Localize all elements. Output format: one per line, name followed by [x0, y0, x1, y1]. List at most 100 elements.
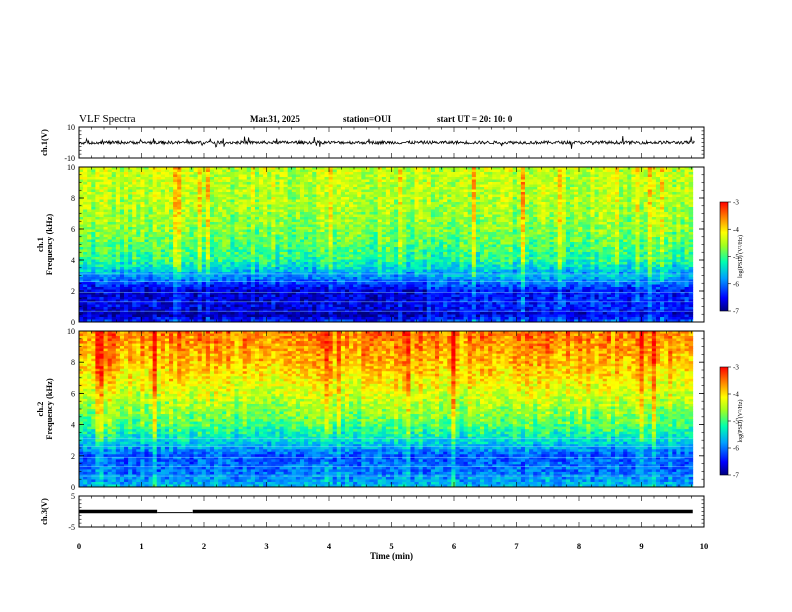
spectrogram-cell [152, 239, 158, 243]
spectrogram-cell [349, 192, 354, 195]
spectrogram-cell [578, 167, 583, 170]
spectrogram-cell [631, 189, 636, 193]
spectrogram-cell [316, 192, 321, 195]
spectrogram-cell [619, 192, 624, 195]
spectrogram-cell [434, 199, 440, 203]
spectrogram-cell [479, 169, 485, 173]
spectrogram-cell [430, 237, 436, 240]
spectrogram-cell [124, 167, 129, 170]
spectrogram-cell [524, 184, 530, 188]
spectrogram-cell [295, 199, 301, 203]
spectrogram-cell [201, 219, 207, 223]
spectrogram-cell [209, 204, 215, 208]
spectrogram-cell [561, 179, 567, 183]
spectrogram-cell [643, 212, 649, 215]
spectrogram-cell [606, 212, 612, 215]
spectrogram-cell [647, 179, 653, 183]
spectrogram-cell [606, 189, 612, 193]
spectrogram-cell [308, 204, 313, 208]
spectrogram-cell [398, 237, 403, 240]
spectrogram-cell [574, 182, 579, 185]
spectrogram-cell [410, 197, 415, 200]
spectrogram-cell [324, 172, 329, 175]
spectrogram-cell [418, 184, 424, 188]
spectrogram-cell [615, 237, 620, 240]
spectrogram-cell [169, 237, 174, 240]
spectrogram-cell [291, 189, 297, 193]
spectrogram-cell [377, 224, 383, 228]
spectrogram-cell [353, 247, 358, 250]
spectrogram-cell [590, 229, 595, 233]
spectrogram-cell [655, 232, 661, 235]
spectrogram-cell [668, 234, 673, 238]
spectrogram-cell [484, 232, 489, 235]
spectrogram-cell [324, 237, 329, 240]
spectrogram-cell [451, 209, 456, 213]
spectrogram-cell [222, 184, 227, 188]
spectrogram-cell [504, 244, 510, 248]
spectrogram-cell [561, 177, 567, 180]
spectrogram-cell [582, 174, 587, 178]
spectrogram-cell [95, 189, 100, 193]
spectrogram-cell [586, 184, 591, 188]
spectrogram-cell [209, 214, 215, 218]
spectrogram-cell [238, 232, 244, 235]
spectrogram-cell [398, 232, 403, 235]
spectrogram-cell [132, 189, 137, 193]
spectrogram-cell [574, 167, 579, 170]
spectrogram-cell [283, 174, 289, 178]
spectrogram-cell [504, 172, 510, 175]
spectrogram-cell [426, 177, 432, 180]
spectrogram-cell [332, 224, 338, 228]
spectrogram-cell [128, 167, 133, 170]
spectrogram-cell [214, 209, 219, 213]
spectrogram-cell [533, 224, 538, 228]
spectrogram-cell [316, 177, 321, 180]
spectrogram-cell [344, 232, 350, 235]
spectrogram-cell [443, 207, 448, 210]
spectrogram-cell [148, 179, 154, 183]
spectrogram-cell [524, 172, 530, 175]
spectrogram-cell [664, 234, 669, 238]
spectrogram-cell [99, 219, 104, 223]
spectrogram-cell [398, 242, 403, 245]
spectrogram-cell [398, 247, 403, 250]
spectrogram-cell [508, 184, 514, 188]
spectrogram-cell [164, 222, 170, 225]
spectrogram-cell [680, 222, 685, 225]
spectrogram-cell [512, 192, 518, 195]
spectrogram-cell [651, 209, 657, 213]
spectrogram-cell [582, 227, 587, 230]
spectrogram-cell [164, 244, 170, 248]
spectrogram-cell [173, 172, 178, 175]
spectrogram-cell [524, 204, 530, 208]
spectrogram-cell [394, 167, 399, 170]
spectrogram-cell [304, 217, 309, 220]
spectrogram-cell [238, 167, 244, 170]
spectrogram-cell [537, 234, 542, 238]
spectrogram-cell [594, 169, 600, 173]
spectrogram-cell [308, 169, 313, 173]
spectrogram-cell [541, 199, 546, 203]
spectrogram-cell [201, 222, 207, 225]
spectrogram-cell [91, 242, 96, 245]
spectrogram-cell [631, 222, 636, 225]
spectrogram-cell [324, 182, 329, 185]
spectrogram-cell [344, 199, 350, 203]
spectrogram-cell [385, 179, 391, 183]
spectrogram-cell [643, 184, 649, 188]
spectrogram-cell [504, 212, 510, 215]
spectrogram-cell [619, 177, 624, 180]
spectrogram-cell [107, 182, 113, 185]
spectrogram-cell [680, 207, 685, 210]
spectrogram-cell [582, 187, 587, 190]
spectrogram-cell [369, 217, 374, 220]
spectrogram-cell [688, 232, 694, 235]
spectrogram-cell [385, 237, 391, 240]
spectrogram-cell [353, 182, 358, 185]
spectrogram-cell [115, 247, 121, 250]
spectrogram-cell [304, 177, 309, 180]
spectrogram-cell [655, 197, 661, 200]
spectrogram-cell [414, 179, 420, 183]
spectrogram-cell [684, 172, 690, 175]
